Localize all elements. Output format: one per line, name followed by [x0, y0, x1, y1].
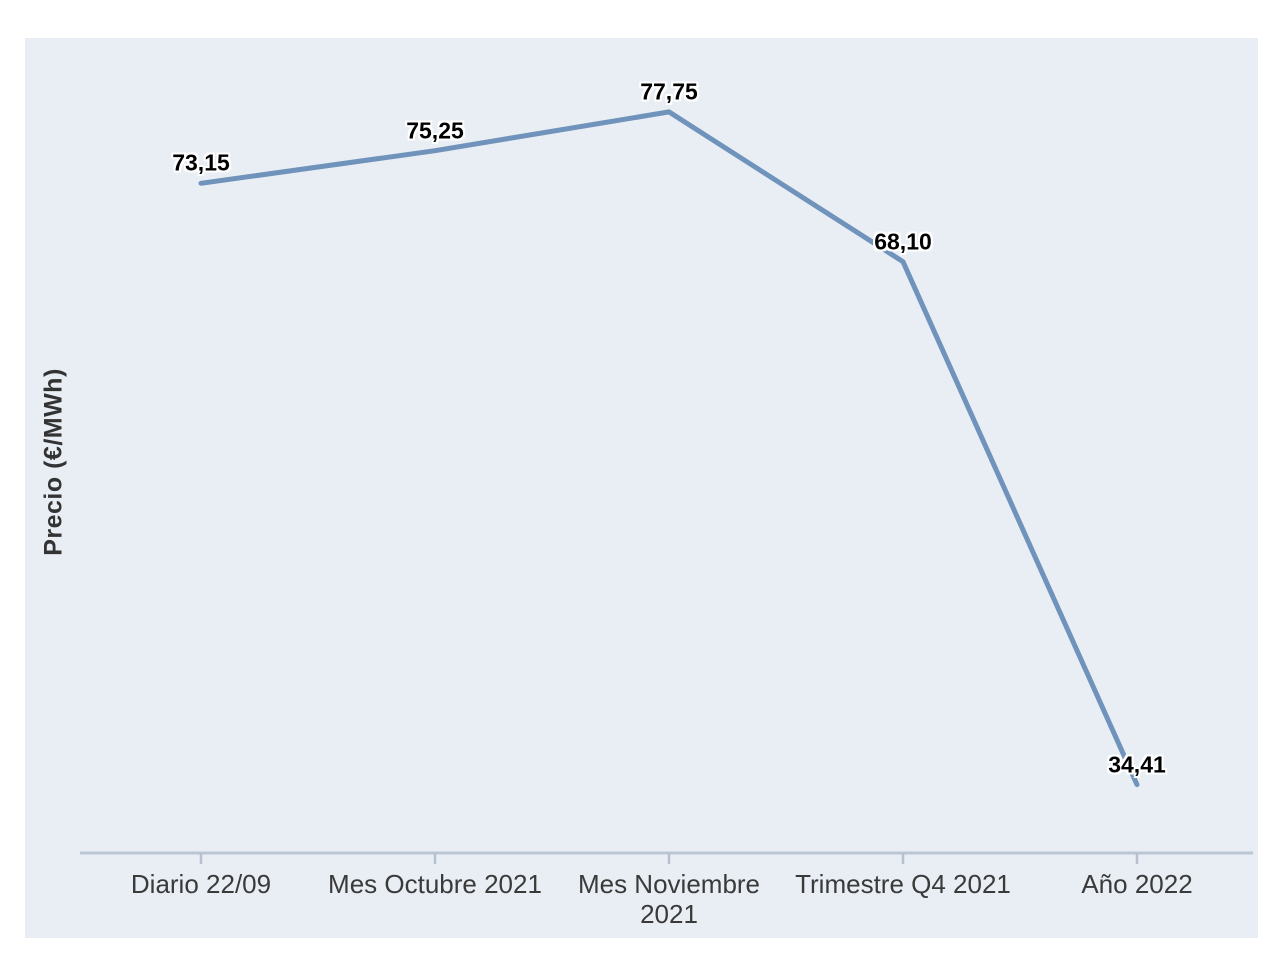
y-axis-title: Precio (€/MWh)	[39, 368, 68, 556]
plot-area	[25, 38, 1258, 938]
data-label: 34,41	[1108, 751, 1166, 778]
x-axis-label: Diario 22/09	[130, 869, 272, 899]
data-label: 77,75	[640, 78, 698, 105]
x-axis-label: Trimestre Q4 2021	[795, 869, 1011, 899]
x-axis-label: Año 2022	[1081, 869, 1193, 899]
x-axis-label: Mes Octubre 2021	[328, 869, 542, 899]
data-label: 73,15	[172, 149, 230, 176]
x-axis-label: Mes Noviembre 2021	[577, 869, 761, 929]
data-label: 75,25	[406, 117, 464, 144]
price-series-line	[198, 109, 1140, 788]
data-label: 68,10	[874, 228, 932, 255]
